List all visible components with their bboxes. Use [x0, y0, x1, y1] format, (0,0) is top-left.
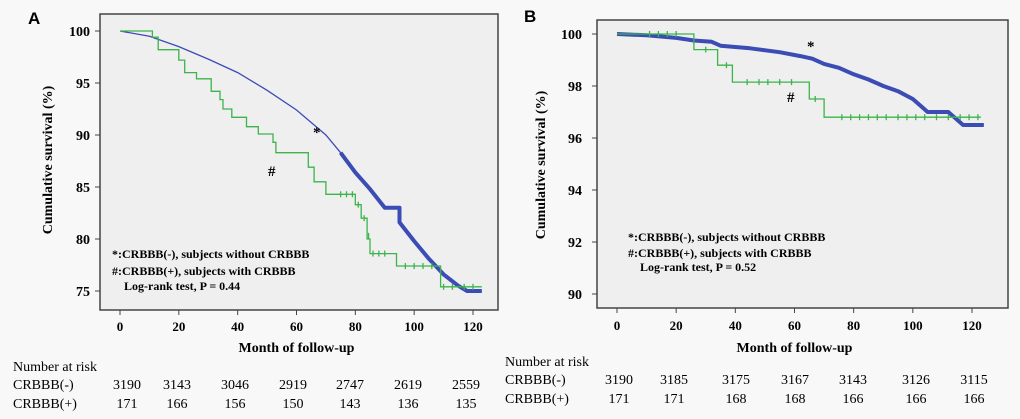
- legend-line-2: #:CRBBB(+), subjects with CRBBB: [628, 246, 812, 260]
- risk-value: 3143: [839, 373, 867, 388]
- risk-value: 168: [785, 392, 806, 407]
- curve-label-hash: #: [787, 90, 795, 106]
- risk-value: 3115: [960, 373, 987, 388]
- censor-marks-dense: [616, 32, 984, 127]
- risk-value: 3190: [113, 378, 141, 393]
- risk-value: 166: [843, 392, 864, 407]
- x-axis-label: Month of follow-up: [239, 341, 355, 356]
- y-tick-label: 95: [76, 77, 90, 92]
- y-tick-label: 92: [568, 236, 582, 251]
- plot-area: [596, 19, 1009, 309]
- y-tick-label: 94: [568, 184, 582, 199]
- risk-value: 3175: [722, 373, 750, 388]
- curve-label-star: *: [313, 125, 321, 141]
- panel-label: A: [28, 9, 40, 28]
- risk-row-label: CRBBB(+): [505, 392, 569, 407]
- risk-value: 171: [117, 397, 138, 412]
- survival-curve-crbbb-positive: [120, 30, 482, 288]
- risk-value: 2919: [279, 378, 307, 393]
- y-tick-label: 100: [69, 25, 90, 40]
- risk-value: 150: [283, 397, 304, 412]
- y-tick-label: 80: [76, 233, 90, 248]
- x-tick-label: 0: [117, 319, 124, 334]
- x-tick-label: 40: [729, 318, 742, 333]
- censor-marks-dense: [338, 151, 482, 293]
- curve-label-hash: #: [268, 164, 276, 180]
- risk-value: 3143: [163, 378, 191, 393]
- risk-value: 3190: [605, 373, 633, 388]
- y-tick-label: 90: [568, 288, 582, 303]
- risk-table-title: Number at risk: [13, 360, 97, 375]
- legend-line-3: Log-rank test, P = 0.52: [640, 260, 756, 274]
- risk-value: 166: [964, 392, 985, 407]
- y-tick-label: 90: [76, 129, 90, 144]
- x-tick-label: 60: [290, 319, 303, 334]
- x-tick-label: 80: [847, 318, 860, 333]
- y-axis-label: Cumulative survival (%): [534, 90, 549, 239]
- x-tick-label: 80: [349, 319, 362, 334]
- risk-row-label: CRBBB(+): [13, 397, 77, 412]
- panel-b: B 100 98 96 94 92 90 0 20 40 60 80 100 120 Month of fo…: [505, 7, 1009, 407]
- risk-value: 156: [225, 397, 246, 412]
- risk-value: 3126: [902, 373, 930, 388]
- risk-table-title: Number at risk: [505, 355, 589, 370]
- risk-value: 166: [906, 392, 927, 407]
- y-tick-label: 96: [568, 132, 582, 147]
- risk-value: 136: [398, 397, 419, 412]
- y-tick-label: 85: [76, 181, 90, 196]
- risk-value: 3167: [781, 373, 809, 388]
- risk-row-label: CRBBB(-): [505, 373, 566, 388]
- curve-label-star: *: [807, 39, 815, 55]
- risk-value: 143: [340, 397, 361, 412]
- risk-value: 168: [726, 392, 747, 407]
- x-tick-label: 100: [903, 318, 923, 333]
- x-tick-label: 0: [614, 318, 621, 333]
- risk-value: 3185: [660, 373, 688, 388]
- x-tick-label: 120: [463, 319, 483, 334]
- risk-row-label: CRBBB(-): [13, 378, 74, 393]
- risk-value: 3046: [221, 378, 249, 393]
- legend-line-3: Log-rank test, P = 0.44: [124, 279, 240, 293]
- y-tick-label: 100: [561, 28, 582, 43]
- risk-value: 171: [664, 392, 685, 407]
- y-tick-label: 98: [568, 80, 582, 95]
- panel-label: B: [524, 7, 536, 26]
- panel-a: A 100 95 90 85 80 75 0 20 40 60 80 100 120 Month of fo…: [13, 9, 499, 412]
- x-tick-label: 20: [172, 319, 185, 334]
- risk-value: 2619: [394, 378, 422, 393]
- y-axis-label: Cumulative survival (%): [41, 85, 56, 234]
- risk-value: 135: [456, 397, 477, 412]
- x-axis-label: Month of follow-up: [737, 341, 853, 356]
- x-tick-label: 100: [404, 319, 424, 334]
- legend-line-1: *:CRBBB(-), subjects without CRBBB: [112, 247, 309, 261]
- risk-value: 2747: [336, 378, 364, 393]
- risk-value: 166: [167, 397, 188, 412]
- risk-value: 2559: [452, 378, 480, 393]
- x-tick-label: 60: [788, 318, 801, 333]
- x-tick-label: 120: [962, 318, 982, 333]
- x-tick-label: 20: [670, 318, 683, 333]
- survival-curve-crbbb-positive: [617, 33, 981, 118]
- legend-line-1: *:CRBBB(-), subjects without CRBBB: [628, 230, 825, 244]
- x-tick-label: 40: [231, 319, 244, 334]
- y-tick-label: 75: [76, 285, 90, 300]
- risk-value: 171: [609, 392, 630, 407]
- legend-line-2: #:CRBBB(+), subjects with CRBBB: [112, 264, 296, 278]
